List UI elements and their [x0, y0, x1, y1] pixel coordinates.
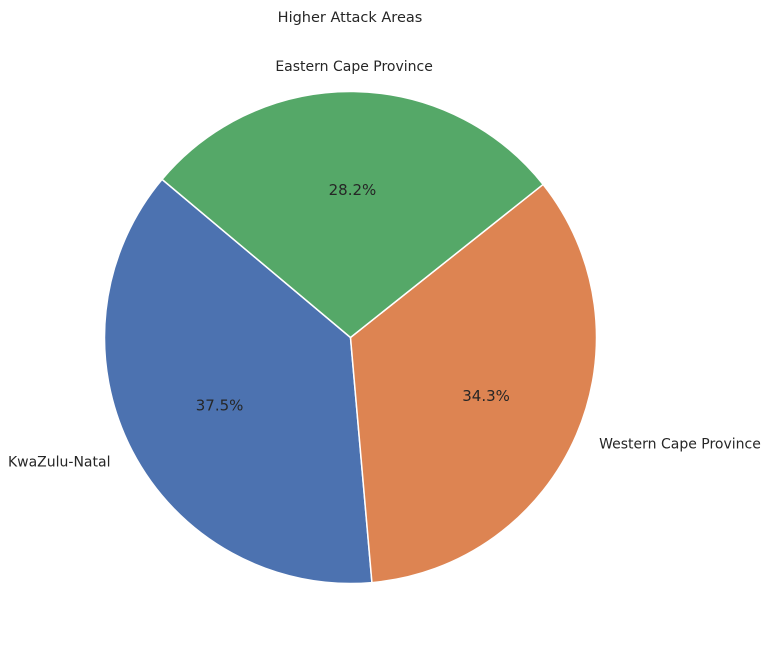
pie-slice: [349, 183, 598, 584]
slice-percent-label: 34.3%: [462, 387, 510, 405]
pie-slices: [103, 90, 598, 585]
pie-slice: [160, 90, 545, 339]
slice-percent-label: 37.5%: [196, 397, 244, 415]
pie-slice: [103, 178, 373, 585]
slice-percent-label: 28.2%: [329, 181, 377, 199]
slice-category-label: Eastern Cape Province: [275, 59, 433, 75]
slice-category-label: KwaZulu-Natal: [8, 454, 111, 470]
pie-labels: 37.5% KwaZulu-Natal 34.3% Western Cape Prov…: [8, 59, 761, 471]
slice-category-label: Western Cape Province: [599, 436, 761, 452]
chart-title: Higher Attack Areas: [278, 10, 423, 26]
